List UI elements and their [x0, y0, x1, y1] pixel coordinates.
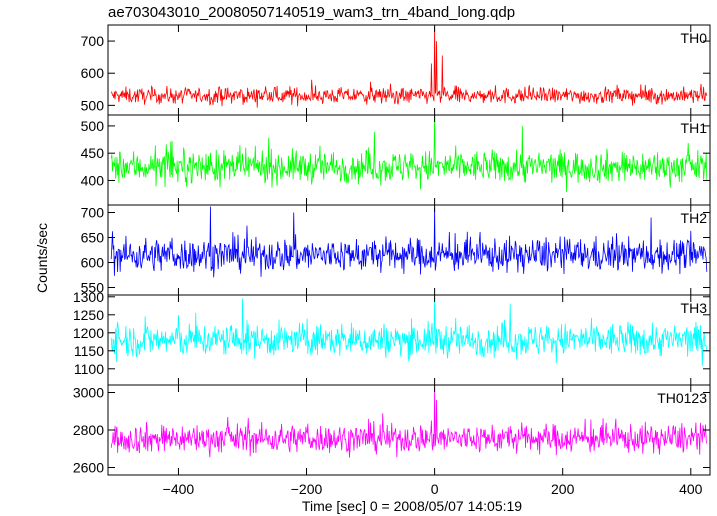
y-tick-label: 600	[81, 65, 105, 81]
panel-label-th1: TH1	[681, 120, 708, 136]
panel-label-th3: TH3	[681, 300, 708, 316]
chart-title: ae703043010_20080507140519_wam3_trn_4ban…	[108, 4, 516, 21]
panel-label-th2: TH2	[681, 210, 708, 226]
y-tick-label: 500	[81, 118, 105, 134]
y-tick-label: 1250	[73, 307, 104, 323]
y-tick-label: 1100	[74, 361, 104, 377]
panel-th1: 400 450 500 TH1	[81, 114, 711, 206]
y-tick-label: 700	[81, 205, 105, 221]
y-tick-label: 3000	[73, 385, 104, 401]
x-tick-label: 400	[679, 481, 703, 497]
y-tick-label: 600	[81, 255, 105, 271]
y-tick-label: 550	[81, 280, 105, 296]
panel-label-th0: TH0	[681, 30, 708, 46]
x-tick-label: −200	[291, 481, 323, 497]
series-line-th0123	[110, 388, 708, 458]
panel-frame	[107, 384, 711, 476]
y-tick-label: 1300	[73, 289, 104, 305]
series-line-th0	[110, 26, 708, 108]
y-tick-label: 2800	[73, 422, 104, 438]
x-tick-label: 200	[551, 481, 575, 497]
panel-th0123: 2600 2800 3000 TH0123	[73, 384, 711, 476]
panel-th0: 500 600 700 TH0	[81, 24, 711, 116]
x-tick-label: −400	[163, 481, 195, 497]
series-line-th3	[110, 296, 708, 367]
panel-th2: 550 600 650 700 TH2	[81, 204, 711, 296]
y-tick-label: 1200	[73, 325, 104, 341]
y-tick-label: 400	[81, 172, 105, 188]
y-tick-label: 650	[81, 230, 105, 246]
x-tick-label: 0	[431, 481, 439, 497]
series-line-th2	[110, 206, 708, 278]
panel-label-th0123: TH0123	[657, 390, 707, 406]
x-axis-label: Time [sec] 0 = 2008/05/07 14:05:19	[301, 498, 523, 514]
series-line-th1	[110, 114, 708, 193]
y-tick-label: 700	[81, 33, 105, 49]
panel-th3: 1100 1150 1200 1250 1300 TH3	[73, 289, 711, 386]
y-tick-label: 500	[81, 97, 105, 113]
y-tick-label: 2600	[73, 460, 104, 476]
y-tick-label: 450	[81, 145, 105, 161]
y-tick-label: 1150	[74, 343, 104, 359]
